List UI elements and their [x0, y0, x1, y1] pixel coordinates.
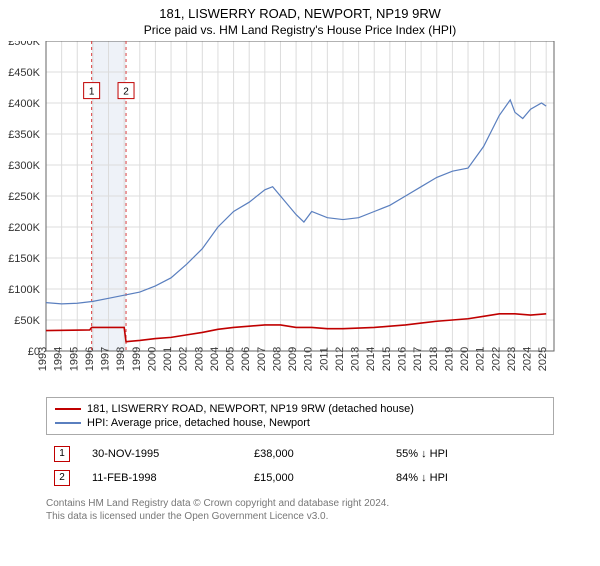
svg-text:2007: 2007	[256, 347, 268, 371]
svg-text:£150K: £150K	[8, 253, 40, 265]
svg-text:2012: 2012	[334, 347, 346, 371]
svg-text:£450K: £450K	[8, 67, 40, 79]
svg-text:2005: 2005	[225, 347, 237, 371]
svg-text:2015: 2015	[381, 347, 393, 371]
legend: 181, LISWERRY ROAD, NEWPORT, NP19 9RW (d…	[46, 397, 554, 435]
marker-badge: 1	[54, 446, 70, 462]
legend-item: 181, LISWERRY ROAD, NEWPORT, NP19 9RW (d…	[55, 402, 545, 416]
svg-text:1999: 1999	[131, 347, 143, 371]
svg-text:1: 1	[89, 87, 95, 98]
svg-text:1996: 1996	[84, 347, 96, 371]
svg-text:£200K: £200K	[8, 222, 40, 234]
svg-text:2: 2	[123, 87, 129, 98]
svg-text:2018: 2018	[428, 347, 440, 371]
svg-text:1997: 1997	[100, 347, 112, 371]
svg-text:2006: 2006	[240, 347, 252, 371]
svg-text:2023: 2023	[506, 347, 518, 371]
svg-text:1995: 1995	[68, 347, 80, 371]
svg-text:1998: 1998	[115, 347, 127, 371]
price-chart: £0£50K£100K£150K£200K£250K£300K£350K£400…	[0, 41, 600, 391]
page-subtitle: Price paid vs. HM Land Registry's House …	[0, 23, 600, 37]
svg-text:2000: 2000	[146, 347, 158, 371]
svg-text:2025: 2025	[537, 347, 549, 371]
svg-text:2013: 2013	[350, 347, 362, 371]
markers-table: 1 30-NOV-1995£38,00055% ↓ HPI 2 11-FEB-1998…	[46, 441, 554, 491]
svg-text:2010: 2010	[303, 347, 315, 371]
svg-text:£400K: £400K	[8, 98, 40, 110]
svg-text:£300K: £300K	[8, 160, 40, 172]
svg-text:£100K: £100K	[8, 284, 40, 296]
svg-text:£500K: £500K	[8, 41, 40, 48]
svg-text:2003: 2003	[193, 347, 205, 371]
footer-line2: This data is licensed under the Open Gov…	[46, 510, 554, 523]
svg-text:2019: 2019	[443, 347, 455, 371]
legend-label: HPI: Average price, detached house, Newp…	[87, 417, 310, 429]
table-row: 1 30-NOV-1995£38,00055% ↓ HPI	[48, 443, 552, 465]
marker-price: £38,000	[248, 443, 388, 465]
svg-text:2024: 2024	[522, 347, 534, 371]
legend-swatch	[55, 422, 81, 424]
svg-text:2001: 2001	[162, 347, 174, 371]
svg-text:£250K: £250K	[8, 191, 40, 203]
svg-text:2021: 2021	[475, 347, 487, 371]
marker-date: 30-NOV-1995	[86, 443, 246, 465]
marker-price: £15,000	[248, 467, 388, 489]
svg-text:1993: 1993	[37, 347, 49, 371]
page-title: 181, LISWERRY ROAD, NEWPORT, NP19 9RW	[0, 6, 600, 21]
footer-line1: Contains HM Land Registry data © Crown c…	[46, 497, 554, 510]
svg-text:£350K: £350K	[8, 129, 40, 141]
svg-text:2002: 2002	[178, 347, 190, 371]
svg-text:2020: 2020	[459, 347, 471, 371]
svg-text:2014: 2014	[365, 347, 377, 371]
marker-delta: 84% ↓ HPI	[390, 467, 552, 489]
marker-badge-cell: 1	[48, 443, 84, 465]
legend-label: 181, LISWERRY ROAD, NEWPORT, NP19 9RW (d…	[87, 403, 414, 415]
table-row: 2 11-FEB-1998£15,00084% ↓ HPI	[48, 467, 552, 489]
svg-text:2022: 2022	[490, 347, 502, 371]
svg-text:2016: 2016	[397, 347, 409, 371]
marker-date: 11-FEB-1998	[86, 467, 246, 489]
svg-text:2009: 2009	[287, 347, 299, 371]
legend-swatch	[55, 408, 81, 410]
marker-badge: 2	[54, 470, 70, 486]
svg-text:2008: 2008	[271, 347, 283, 371]
footer-attribution: Contains HM Land Registry data © Crown c…	[46, 497, 554, 523]
svg-text:1994: 1994	[53, 347, 65, 371]
marker-badge-cell: 2	[48, 467, 84, 489]
svg-text:£50K: £50K	[14, 315, 40, 327]
marker-delta: 55% ↓ HPI	[390, 443, 552, 465]
legend-item: HPI: Average price, detached house, Newp…	[55, 416, 545, 430]
svg-text:2017: 2017	[412, 347, 424, 371]
svg-text:2004: 2004	[209, 347, 221, 371]
